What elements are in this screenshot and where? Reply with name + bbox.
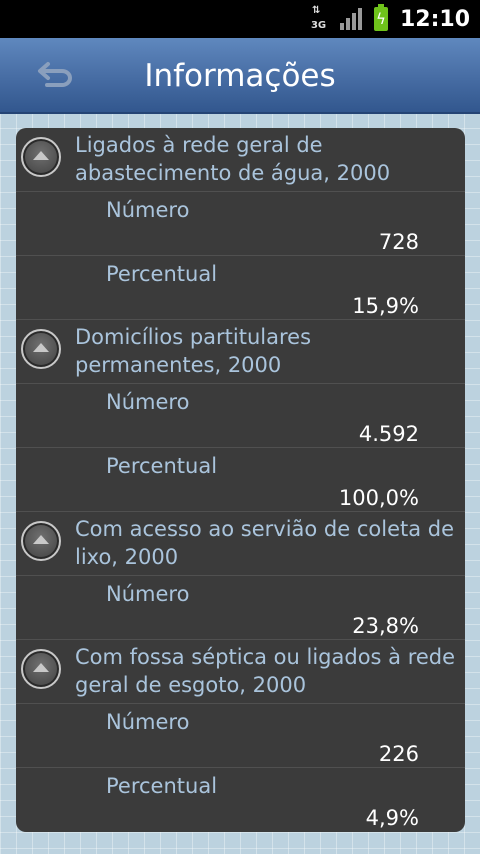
network-type-label: 3G <box>310 20 327 31</box>
back-button[interactable] <box>34 56 78 94</box>
section-garbage-collection: Com acesso ao servião de coleta de lixo,… <box>16 512 465 640</box>
item-label: Número <box>106 390 190 414</box>
status-bar: ⇅ 3G ϟ 12:10 <box>0 0 480 38</box>
back-arrow-icon <box>38 62 72 87</box>
list-item: Número 728 <box>16 192 465 256</box>
section-header[interactable]: Ligados à rede geral de abastecimento de… <box>16 128 465 192</box>
collapse-button-icon[interactable] <box>21 329 61 369</box>
section-title: Com acesso ao servião de coleta de lixo,… <box>75 517 455 569</box>
clock: 12:10 <box>399 6 470 32</box>
section-title: Domicílios partitulares permanentes, 200… <box>75 325 312 377</box>
section-households: Domicílios partitulares permanentes, 200… <box>16 320 465 512</box>
signal-icon <box>339 8 362 30</box>
item-label: Número <box>106 710 190 734</box>
list-item: Número 4.592 <box>16 384 465 448</box>
data-arrows-icon: ⇅ <box>311 5 320 16</box>
status-icons: ⇅ 3G ϟ 12:10 <box>310 0 470 38</box>
section-header[interactable]: Domicílios partitulares permanentes, 200… <box>16 320 465 384</box>
item-label: Número <box>106 198 190 222</box>
item-value: 728 <box>378 230 419 254</box>
section-header[interactable]: Com fossa séptica ou ligados à rede gera… <box>16 640 465 704</box>
item-value: 100,0% <box>338 486 419 510</box>
section-title: Com fossa séptica ou ligados à rede gera… <box>75 645 456 697</box>
collapse-button-icon[interactable] <box>21 649 61 689</box>
item-label: Percentual <box>106 454 218 478</box>
charging-bolt-icon: ϟ <box>376 10 386 28</box>
title-bar: Informações <box>0 38 480 114</box>
item-value: 4,9% <box>365 806 419 830</box>
item-label: Número <box>106 582 190 606</box>
item-value: 23,8% <box>352 614 419 638</box>
item-label: Percentual <box>106 774 218 798</box>
section-sewage: Com fossa séptica ou ligados à rede gera… <box>16 640 465 831</box>
list-item: Número 23,8% <box>16 576 465 640</box>
list-item: Percentual 4,9% <box>16 768 465 831</box>
battery-charging-icon: ϟ <box>373 4 388 31</box>
item-value: 4.592 <box>358 422 419 446</box>
collapse-button-icon[interactable] <box>21 137 61 177</box>
collapse-button-icon[interactable] <box>21 521 61 561</box>
item-value: 226 <box>378 742 419 766</box>
section-water-supply: Ligados à rede geral de abastecimento de… <box>16 128 465 320</box>
network-3g-icon: ⇅ 3G <box>310 6 328 32</box>
section-title: Ligados à rede geral de abastecimento de… <box>75 133 391 185</box>
list-item: Percentual 100,0% <box>16 448 465 512</box>
item-label: Percentual <box>106 262 218 286</box>
section-header[interactable]: Com acesso ao servião de coleta de lixo,… <box>16 512 465 576</box>
info-list: Ligados à rede geral de abastecimento de… <box>16 128 465 832</box>
list-item: Número 226 <box>16 704 465 768</box>
item-value: 15,9% <box>352 294 419 318</box>
list-item: Percentual 15,9% <box>16 256 465 320</box>
